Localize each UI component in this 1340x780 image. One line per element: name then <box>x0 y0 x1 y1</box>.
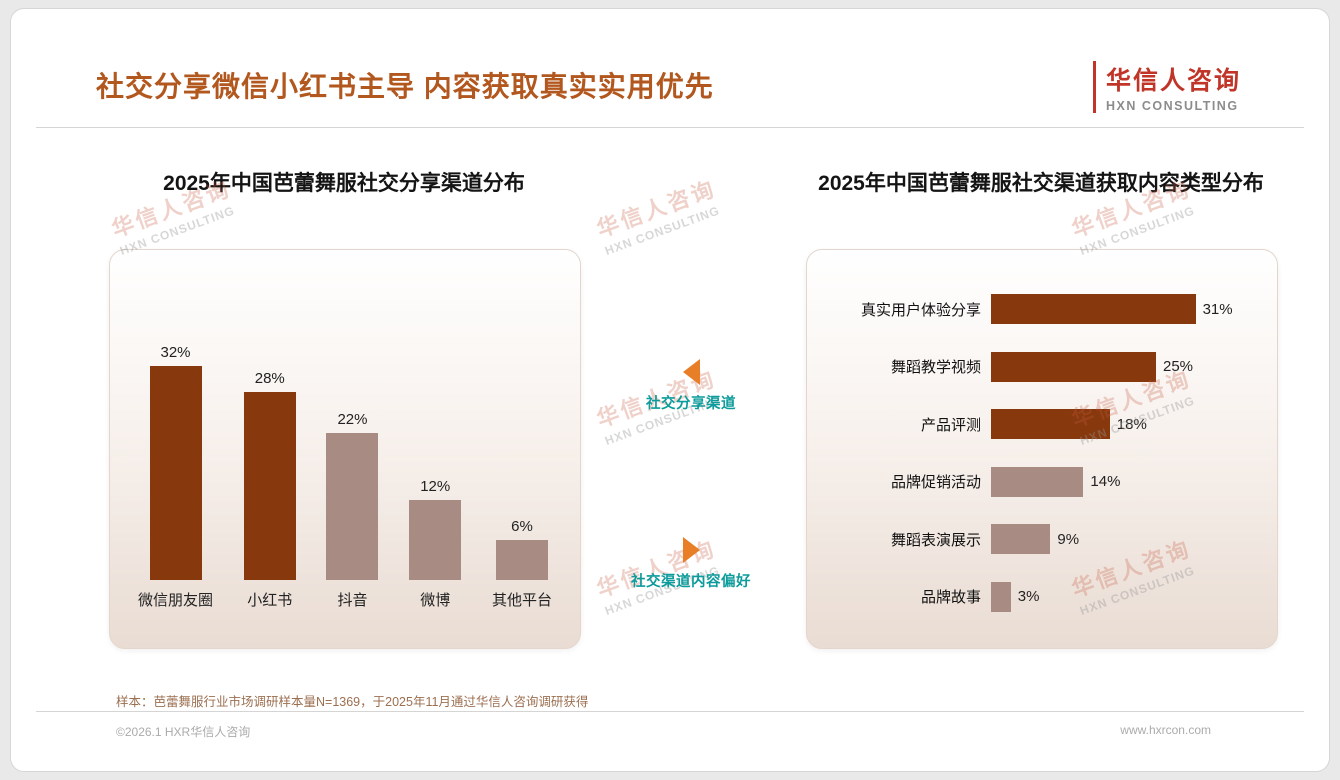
right-chart-title: 2025年中国芭蕾舞服社交渠道获取内容类型分布 <box>818 172 1264 195</box>
bar-group: 12% 微博 <box>409 477 462 610</box>
left-chart-panel: 32% 微信朋友圈 28% 小红书 22% 抖音 12% 微博 6% 其他平台 <box>109 249 581 649</box>
bar-row: 舞蹈教学视频 25% <box>829 351 1265 382</box>
bar-group: 6% 其他平台 <box>492 518 552 610</box>
annotation-label: 社交分享渠道 <box>646 396 736 412</box>
slide-card: 华信人咨询 HXN CONSULTING 华信人咨询 HXN CONSULTING 华信… <box>10 8 1330 772</box>
logo-en-text: HXN CONSULTING <box>1105 99 1239 113</box>
bar-group: 32% 微信朋友圈 <box>138 344 213 610</box>
bar-row: 品牌促销活动 14% <box>829 466 1265 497</box>
right-chart-panel: 真实用户体验分享 31% 舞蹈教学视频 25% 产品评测 18% 品牌促销活动 14% 舞蹈表演… <box>806 249 1278 649</box>
bar-value-label: 12% <box>420 477 451 495</box>
bar-category-label: 产品评测 <box>920 416 981 434</box>
bar-category-label: 小红书 <box>247 592 293 609</box>
bar <box>991 351 1156 382</box>
bar-row: 舞蹈表演展示 9% <box>829 524 1265 555</box>
bar-category-label: 舞蹈表演展示 <box>890 531 981 549</box>
page-title: 社交分享微信小红书主导 内容获取真实实用优先 <box>96 71 714 102</box>
bar <box>495 539 548 580</box>
bar-value-label: 14% <box>1090 473 1121 491</box>
bar-group: 22% 抖音 <box>326 410 379 610</box>
annotation-content-preference: 社交渠道内容偏好 <box>586 537 796 591</box>
bar <box>991 524 1051 555</box>
bar-row: 真实用户体验分享 31% <box>829 294 1265 324</box>
footer-divider <box>36 711 1304 712</box>
bar-category-label: 其他平台 <box>491 592 552 609</box>
left-chart-title: 2025年中国芭蕾舞服社交分享渠道分布 <box>163 172 525 195</box>
bar-row: 品牌故事 3% <box>829 581 1265 612</box>
bar <box>243 392 296 580</box>
bar-value-label: 25% <box>1163 358 1194 376</box>
bar-value-label: 18% <box>1116 415 1147 433</box>
logo-cn-text: 华信人咨询 <box>1105 68 1241 95</box>
company-logo: 华信人咨询 HXN CONSULTING <box>1092 61 1241 113</box>
bar-value-label: 3% <box>1017 588 1040 606</box>
bar-value-label: 22% <box>337 410 368 428</box>
bar-group: 28% 小红书 <box>243 370 296 610</box>
bar <box>409 499 462 580</box>
bar-category-label: 真实用户体验分享 <box>860 301 981 319</box>
bar <box>991 581 1011 612</box>
arrow-left-icon <box>682 359 700 385</box>
horizontal-bar-chart: 真实用户体验分享 31% 舞蹈教学视频 25% 产品评测 18% 品牌促销活动 14% 舞蹈表演… <box>829 294 1265 612</box>
vertical-bar-chart: 32% 微信朋友圈 28% 小红书 22% 抖音 12% 微博 6% 其他平台 <box>138 344 552 610</box>
bar-value-label: 9% <box>1057 530 1080 548</box>
bar-category-label: 微博 <box>420 592 451 609</box>
bar-value-label: 28% <box>254 370 285 388</box>
copyright-text: ©2026.1 HXR华信人咨询 <box>116 725 251 739</box>
watermark-cn-text: 华信人咨询 <box>593 175 720 242</box>
watermark: 华信人咨询 HXN CONSULTING <box>592 171 726 258</box>
bar <box>149 365 202 580</box>
annotation-label: 社交渠道内容偏好 <box>631 574 751 590</box>
arrow-right-icon <box>682 537 700 563</box>
bar-category-label: 舞蹈教学视频 <box>890 359 981 377</box>
bar-value-label: 32% <box>160 343 191 361</box>
sample-note: 样本：芭蕾舞服行业市场调研样本量N=1369，于2025年11月通过华信人咨询调… <box>116 695 589 709</box>
bar-category-label: 抖音 <box>337 592 368 609</box>
bar-value-label: 6% <box>511 517 533 535</box>
annotation-share-channel: 社交分享渠道 <box>586 359 796 413</box>
bar-value-label: 31% <box>1202 300 1233 318</box>
header-divider <box>36 127 1304 128</box>
bar-category-label: 品牌故事 <box>920 589 981 607</box>
watermark-en-text: HXN CONSULTING <box>603 203 722 258</box>
website-url[interactable]: www.hxrcon.com <box>1120 723 1211 737</box>
bar <box>326 432 379 580</box>
bar <box>991 294 1196 324</box>
bar <box>991 409 1110 440</box>
bar <box>991 466 1084 497</box>
bar-row: 产品评测 18% <box>829 409 1265 440</box>
bar-category-label: 品牌促销活动 <box>890 474 981 492</box>
bar-category-label: 微信朋友圈 <box>138 592 214 609</box>
